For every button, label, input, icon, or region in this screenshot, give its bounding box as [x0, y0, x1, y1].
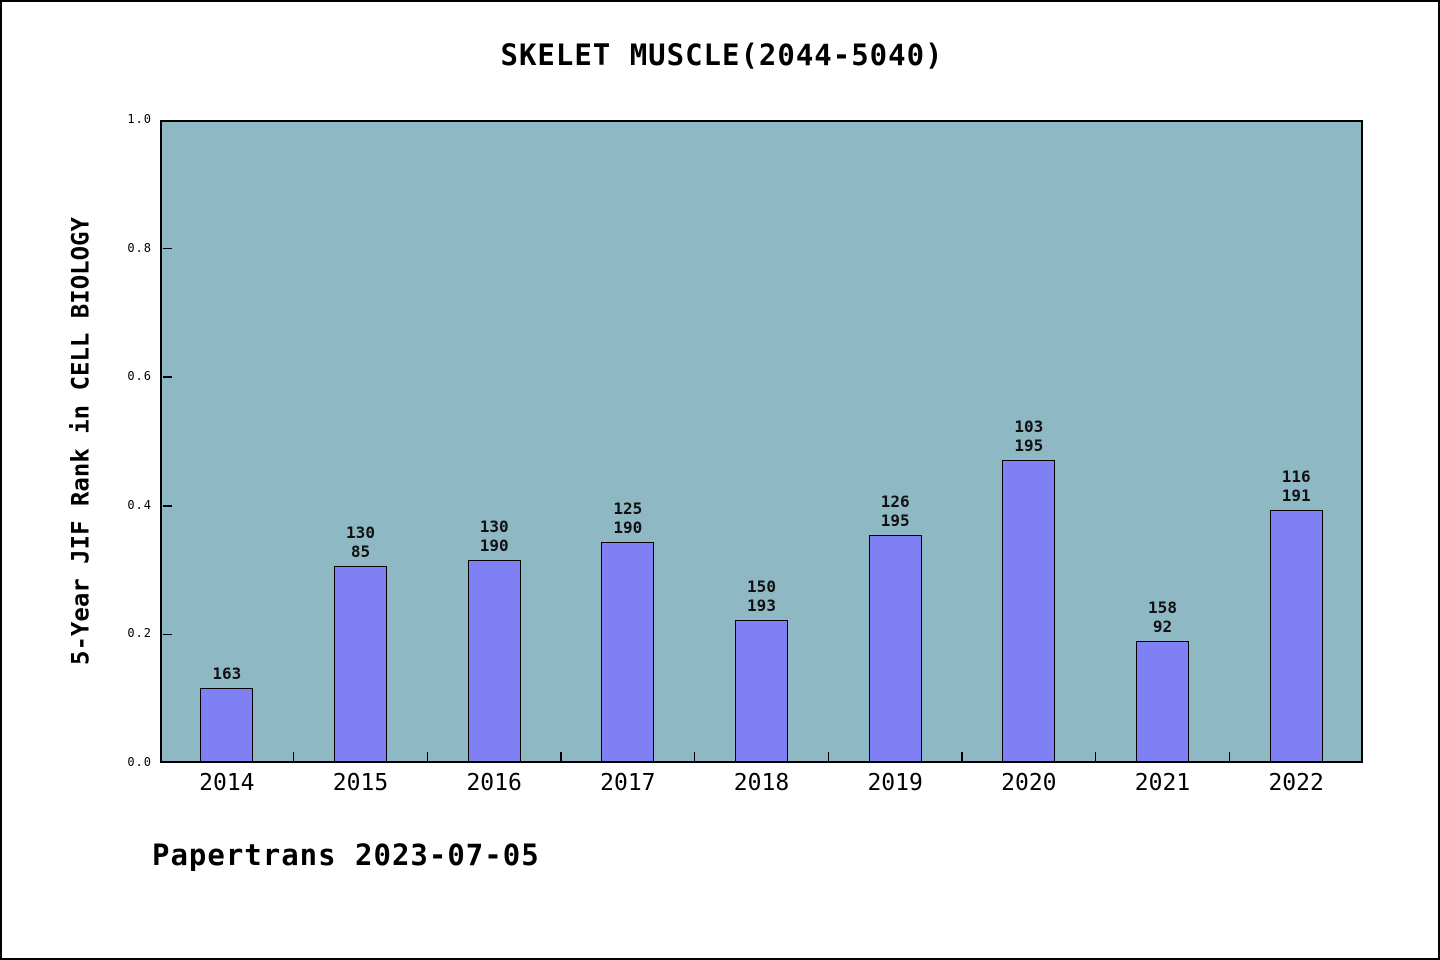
- bar-value-label-2014: 163: [167, 664, 287, 683]
- bar-2014: [200, 687, 254, 762]
- footer-text: Papertrans 2023-07-05: [152, 838, 540, 872]
- y-tick-label: 0.2: [127, 626, 152, 641]
- bar-value-label-line: 163: [212, 663, 242, 683]
- y-tick-label: 0.8: [127, 240, 152, 255]
- bar-value-label-line: 116: [1281, 467, 1311, 487]
- x-tick-label-2015: 2015: [332, 770, 389, 796]
- x-tick-label-2021: 2021: [1134, 770, 1191, 796]
- y-tick-mark: [162, 505, 172, 507]
- x-tick-mark: [1094, 751, 1097, 761]
- bar-value-label-line: 191: [1281, 486, 1311, 506]
- bar-2021: [1136, 640, 1189, 762]
- bar-value-label-2019: 126 195: [835, 492, 955, 530]
- y-axis-label: 5-Year JIF Rank in CELL BIOLOGY: [66, 217, 95, 665]
- bar-value-label-2020: 103 195: [969, 417, 1089, 455]
- bar-2017: [601, 542, 655, 762]
- x-tick-mark: [560, 751, 562, 761]
- bar-2019: [868, 535, 922, 762]
- bar-value-label-2022: 116 191: [1236, 467, 1356, 505]
- bar-value-label-2015: 130 85: [301, 523, 421, 561]
- y-tick-mark: [162, 376, 172, 378]
- bar-value-label-line: 193: [747, 596, 776, 616]
- chart-title: SKELET MUSCLE(2044-5040): [500, 38, 944, 72]
- bar-value-label-line: 195: [1014, 435, 1044, 455]
- x-tick-label-2014: 2014: [199, 770, 255, 796]
- x-tick-label-2017: 2017: [600, 770, 656, 796]
- bar-value-label-2018: 150 193: [702, 577, 822, 615]
- x-tick-label-2022: 2022: [1268, 770, 1324, 796]
- bar-value-label-2016: 130 190: [434, 517, 554, 555]
- bar-2016: [467, 559, 521, 762]
- x-tick-mark: [693, 751, 696, 761]
- x-tick-mark: [1228, 751, 1231, 761]
- x-tick-mark: [961, 751, 963, 761]
- x-tick-label-2020: 2020: [1001, 770, 1057, 796]
- bar-2022: [1269, 510, 1323, 762]
- y-tick-mark: [162, 633, 172, 636]
- bar-value-label-line: 103: [1014, 416, 1044, 436]
- bar-value-label-line: 85: [350, 541, 371, 561]
- bar-value-label-2017: 125 190: [568, 499, 688, 537]
- y-tick-mark: [162, 247, 172, 250]
- bar-2015: [334, 565, 387, 762]
- x-tick-mark: [292, 751, 295, 761]
- x-tick-label-2019: 2019: [867, 770, 923, 796]
- bar-value-label-2021: 158 92: [1103, 598, 1223, 636]
- y-tick-label: 1.0: [127, 112, 152, 126]
- bar-value-label-line: 126: [880, 492, 910, 512]
- bar-value-label-line: 190: [613, 518, 643, 538]
- bar-2018: [735, 620, 788, 762]
- y-tick-label: 0.0: [127, 755, 152, 769]
- y-tick-label: 0.6: [127, 369, 152, 384]
- x-tick-label-2016: 2016: [466, 770, 522, 796]
- bar-2020: [1002, 459, 1056, 762]
- bar-value-label-line: 92: [1152, 616, 1173, 636]
- bar-value-label-line: 130: [479, 516, 509, 536]
- bar-value-label-line: 158: [1148, 597, 1177, 617]
- bar-value-label-line: 150: [747, 577, 776, 597]
- y-tick-label: 0.4: [127, 497, 152, 512]
- bar-value-label-line: 190: [479, 535, 509, 555]
- bar-value-label-line: 195: [880, 511, 910, 531]
- x-tick-label-2018: 2018: [733, 770, 790, 796]
- x-tick-mark: [827, 751, 830, 761]
- bar-value-label-line: 125: [613, 499, 643, 519]
- bar-value-label-line: 130: [346, 522, 375, 542]
- x-tick-mark: [426, 751, 429, 761]
